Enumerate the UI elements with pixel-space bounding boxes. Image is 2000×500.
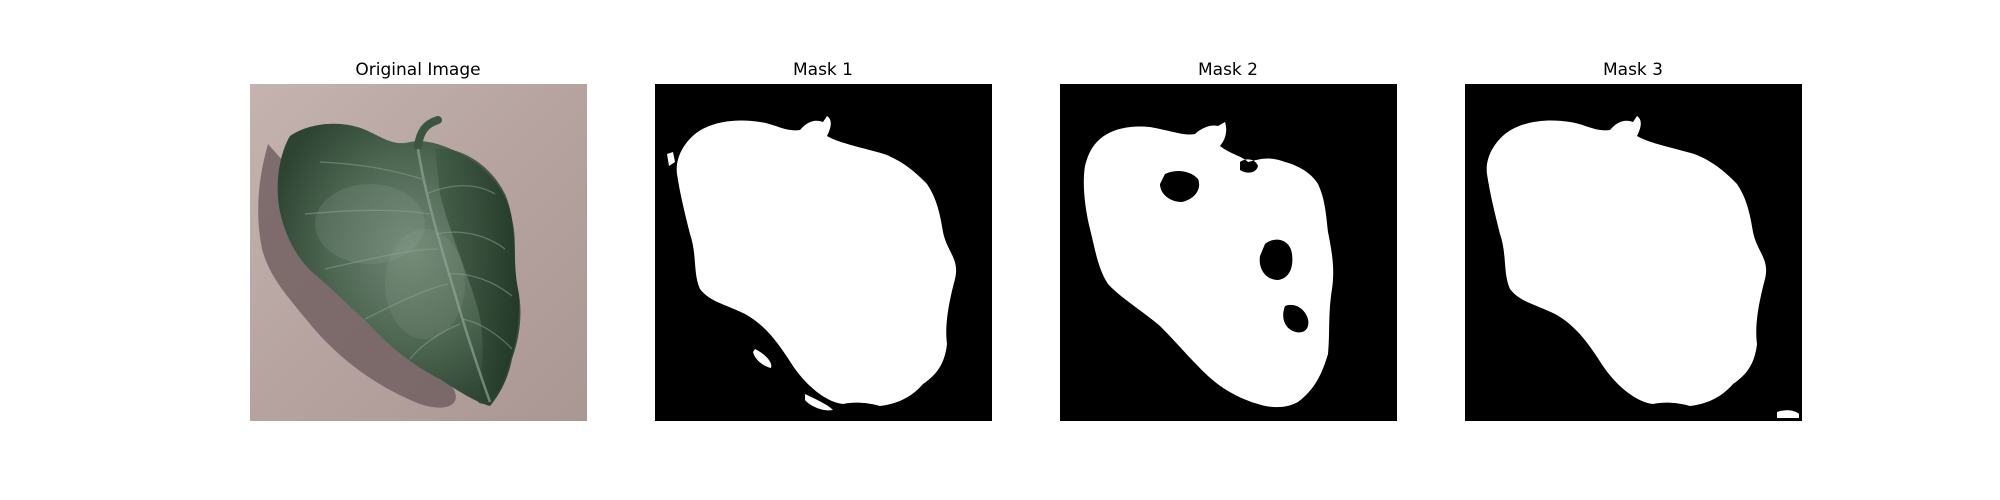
panel-title-mask-1: Mask 1 <box>792 60 853 80</box>
mask-1 <box>655 84 992 421</box>
mask-fragment <box>753 349 772 368</box>
mask-fragment <box>805 394 833 411</box>
mask-3-image <box>1465 84 1802 421</box>
leaf-shadow <box>258 144 456 408</box>
leaf-highlight <box>315 184 425 264</box>
mask-region <box>676 116 957 406</box>
mask-3 <box>1465 84 1802 421</box>
mask-fragment <box>703 232 711 246</box>
panel-title-mask-3: Mask 3 <box>1602 60 1663 80</box>
leaf-veins <box>304 161 513 360</box>
leaf-right-lobe <box>435 148 520 404</box>
leaf-stem <box>414 116 442 150</box>
leaf-midrib <box>416 148 492 403</box>
mask-2 <box>1060 84 1397 421</box>
mask-2-image <box>1060 84 1397 421</box>
mask-fragment <box>667 152 675 166</box>
mask-fragment <box>1320 224 1323 227</box>
mask-region <box>1486 116 1767 406</box>
mask-region <box>1083 122 1334 408</box>
leaf-photo <box>250 84 587 421</box>
panel-title-original: Original Image <box>355 60 481 80</box>
leaf-highlight <box>385 229 465 339</box>
mask-1-image <box>655 84 992 421</box>
mask-fragment <box>1208 169 1212 173</box>
mask-fragment <box>1777 410 1799 418</box>
original-image <box>250 84 587 421</box>
panel-title-mask-2: Mask 2 <box>1197 60 1258 80</box>
